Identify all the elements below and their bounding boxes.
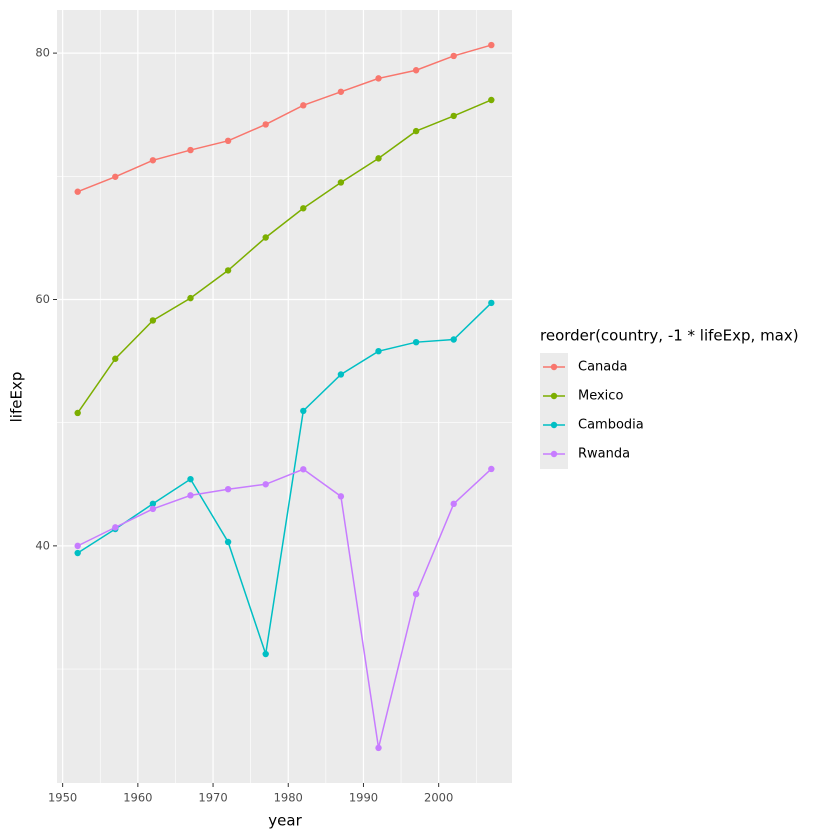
data-point [450, 52, 457, 60]
data-point [375, 75, 382, 82]
data-point [450, 500, 457, 508]
data-point [488, 465, 495, 473]
data-point [412, 127, 420, 135]
legend-key-point [550, 363, 558, 371]
data-point [488, 96, 495, 104]
data-point [262, 650, 269, 658]
data-point [337, 179, 345, 186]
series-line [77, 44, 492, 193]
data-point [488, 41, 495, 49]
legend-label: Rwanda [578, 447, 630, 462]
data-point [187, 492, 194, 499]
series-line [77, 468, 492, 749]
x-tick-label: 1990 [349, 791, 378, 805]
legend-label: Mexico [578, 389, 623, 404]
x-tick-label: 2000 [424, 791, 453, 805]
data-point [187, 146, 194, 154]
data-point [262, 481, 269, 488]
data-point [224, 267, 232, 274]
data-point [187, 475, 194, 483]
data-point [112, 524, 119, 531]
data-point [187, 294, 194, 302]
legend-key-point [550, 392, 558, 400]
x-tick-label: 1980 [274, 791, 303, 805]
data-point [300, 407, 307, 415]
data-point [74, 188, 81, 195]
legend-key-point [550, 421, 558, 429]
series-line [77, 99, 492, 414]
data-point [262, 121, 269, 128]
data-point [337, 371, 345, 378]
y-tick-label: 80 [35, 46, 50, 60]
data-point [262, 234, 269, 241]
data-point [74, 409, 81, 417]
y-axis-title: lifeExp [8, 372, 26, 423]
data-point [337, 493, 345, 500]
x-tick-label: 1960 [123, 791, 152, 805]
y-tick-label: 60 [35, 292, 50, 306]
data-point [224, 538, 232, 546]
data-point [412, 338, 420, 346]
data-point [224, 137, 232, 145]
data-point [488, 299, 495, 307]
data-point [450, 112, 457, 120]
data-point [412, 67, 420, 74]
data-point [149, 505, 157, 513]
data-point [74, 542, 81, 550]
y-tick-label: 40 [35, 538, 50, 552]
data-point [412, 590, 420, 598]
series-line [77, 302, 492, 655]
legend-key-point [550, 450, 558, 458]
data-point [375, 347, 382, 355]
legend-label: Canada [578, 360, 627, 375]
data-point [149, 317, 157, 324]
legend-label: Cambodia [578, 418, 644, 433]
data-point [224, 485, 232, 493]
data-point [450, 336, 457, 343]
data-point [300, 102, 307, 109]
data-point [337, 88, 345, 95]
data-point [149, 500, 157, 507]
data-point [149, 157, 157, 164]
x-tick-label: 1950 [48, 791, 77, 805]
data-point [112, 173, 119, 180]
data-point [300, 466, 307, 473]
x-axis-title: year [268, 812, 302, 830]
data-point [375, 155, 382, 162]
data-point [300, 205, 307, 212]
data-point [375, 744, 382, 752]
data-point [74, 549, 81, 557]
x-tick-label: 1970 [198, 791, 227, 805]
data-point [112, 355, 119, 362]
legend-title: reorder(country, -1 * lifeExp, max) [540, 327, 799, 345]
panel [57, 10, 512, 783]
